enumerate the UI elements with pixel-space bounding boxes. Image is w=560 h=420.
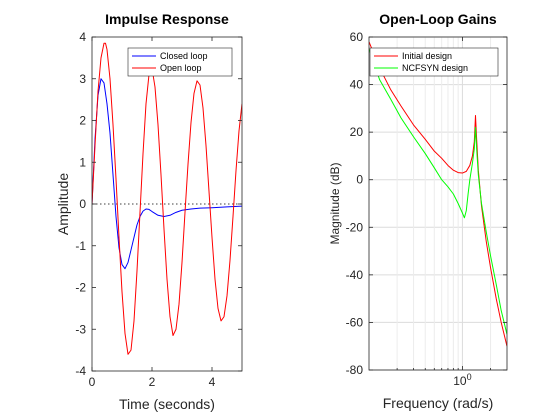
y-tick-label: -1 [75, 239, 86, 253]
y-tick-label: 0 [79, 197, 86, 211]
x-tick-label: 100 [453, 372, 471, 388]
y-tick-label: 20 [350, 125, 364, 139]
y-axis-label: Magnitude (dB) [328, 162, 342, 244]
chart-title: Impulse Response [105, 11, 229, 27]
y-tick-label: 60 [350, 30, 364, 44]
chart-title: Open-Loop Gains [379, 11, 497, 27]
y-tick-label: -4 [75, 364, 86, 378]
legend-label-1: Closed loop [160, 51, 208, 61]
x-tick-label-exponent: 0 [467, 372, 472, 382]
x-axis-label: Time (seconds) [119, 396, 215, 412]
x-tick-label: 0 [89, 375, 96, 389]
y-tick-label: -3 [75, 322, 86, 336]
x-tick-label-base: 10 [453, 374, 467, 388]
legend-label-2: Open loop [160, 63, 202, 73]
y-axis-label: Amplitude [55, 173, 71, 235]
x-axis-label: Frequency (rad/s) [383, 395, 493, 411]
x-tick-label: 4 [209, 375, 216, 389]
legend-label-1: Initial design [402, 51, 452, 61]
y-tick-label: 4 [79, 30, 86, 44]
y-tick-label: -2 [75, 281, 86, 295]
series-line-1 [92, 78, 242, 270]
legend-label-2: NCFSYN design [402, 63, 468, 73]
y-tick-label: 40 [350, 78, 364, 92]
series-line-2 [92, 42, 242, 355]
x-tick-label: 2 [149, 375, 156, 389]
legend-box [127, 47, 233, 77]
y-tick-label: 1 [79, 155, 86, 169]
series-line-2 [369, 48, 507, 335]
y-tick-label: 0 [356, 173, 363, 187]
impulse-response-chart: -4 -3 -2 -1 0 1 2 3 4 0 2 4 Impulse Response Time (se… [55, 11, 243, 412]
axes-box [368, 36, 508, 371]
y-tick-label: -40 [346, 268, 364, 282]
series-line-1 [369, 41, 507, 347]
y-tick-label: -80 [346, 363, 364, 377]
y-tick-label: -60 [346, 315, 364, 329]
y-tick-label: 3 [79, 72, 86, 86]
plot-area [92, 37, 242, 371]
legend-box [369, 47, 499, 77]
y-tick-label: -20 [346, 220, 364, 234]
y-tick-label: 2 [79, 114, 86, 128]
